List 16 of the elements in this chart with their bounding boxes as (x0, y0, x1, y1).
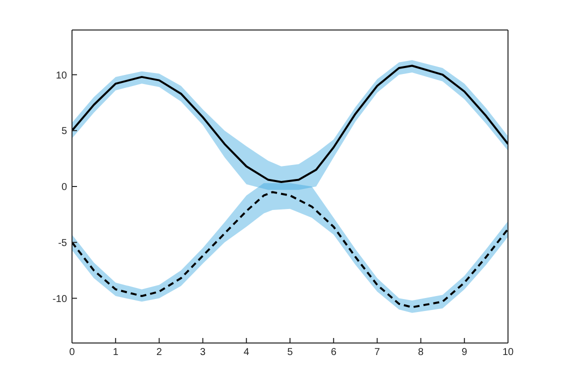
x-tick-label: 4 (244, 347, 250, 358)
x-tick-label: 0 (69, 347, 76, 358)
y-tick-label: 10 (56, 70, 68, 82)
y-tick-label: -10 (52, 294, 68, 305)
x-tick-label: 3 (200, 347, 206, 358)
x-tick-label: 6 (330, 347, 337, 358)
x-tick-label: 8 (418, 347, 424, 358)
x-tick-label: 7 (374, 347, 380, 358)
y-tick-label: 0 (61, 182, 68, 194)
y-tick-label: -5 (58, 238, 68, 249)
x-tick-label: 2 (156, 347, 162, 358)
x-tick-label: 10 (502, 347, 514, 358)
y-tick-label: 5 (61, 126, 68, 138)
x-tick-label: 9 (462, 347, 468, 358)
x-tick-label: 5 (287, 347, 294, 358)
x-tick-label: 1 (112, 347, 119, 358)
